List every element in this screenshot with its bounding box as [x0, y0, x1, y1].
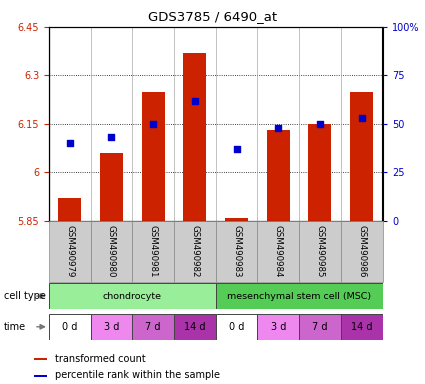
Text: 14 d: 14 d	[184, 322, 206, 332]
Bar	[132, 221, 174, 282]
Bar	[225, 218, 248, 221]
Text: 0 d: 0 d	[229, 322, 244, 332]
Bar	[258, 221, 299, 282]
Text: transformed count: transformed count	[55, 354, 146, 364]
Text: time: time	[4, 322, 26, 332]
Text: 7 d: 7 d	[145, 322, 161, 332]
Text: percentile rank within the sample: percentile rank within the sample	[55, 370, 220, 380]
Point	[233, 146, 240, 152]
Bar	[341, 314, 382, 340]
Bar	[132, 314, 174, 340]
Bar	[299, 221, 341, 282]
Text: 7 d: 7 d	[312, 322, 328, 332]
Text: GSM490979: GSM490979	[65, 225, 74, 278]
Bar	[58, 198, 81, 221]
Text: cell type: cell type	[4, 291, 46, 301]
Text: GSM490983: GSM490983	[232, 225, 241, 278]
Bar	[267, 130, 290, 221]
Bar	[49, 314, 91, 340]
Text: GSM490986: GSM490986	[357, 225, 366, 278]
Bar	[258, 314, 299, 340]
Text: 3 d: 3 d	[271, 322, 286, 332]
Bar	[183, 53, 206, 221]
Text: GSM490985: GSM490985	[315, 225, 324, 278]
Text: GSM490980: GSM490980	[107, 225, 116, 278]
Bar	[215, 221, 258, 282]
Point	[275, 125, 282, 131]
Bar	[91, 221, 132, 282]
Text: GSM490982: GSM490982	[190, 225, 199, 278]
Point	[108, 134, 115, 141]
Text: 3 d: 3 d	[104, 322, 119, 332]
Point	[150, 121, 156, 127]
Bar	[34, 375, 48, 377]
Bar	[49, 283, 215, 309]
Text: GDS3785 / 6490_at: GDS3785 / 6490_at	[148, 10, 277, 23]
Point	[191, 98, 198, 104]
Bar	[215, 283, 382, 309]
Bar	[215, 314, 258, 340]
Point	[66, 140, 73, 146]
Bar	[350, 91, 373, 221]
Text: 14 d: 14 d	[351, 322, 372, 332]
Text: GSM490984: GSM490984	[274, 225, 283, 278]
Point	[317, 121, 323, 127]
Bar	[174, 314, 215, 340]
Text: GSM490981: GSM490981	[149, 225, 158, 278]
Bar	[309, 124, 332, 221]
Bar	[174, 221, 215, 282]
Bar	[49, 221, 91, 282]
Text: chondrocyte: chondrocyte	[103, 291, 162, 301]
Point	[358, 115, 365, 121]
Bar	[142, 91, 164, 221]
Text: 0 d: 0 d	[62, 322, 77, 332]
Bar	[299, 314, 341, 340]
Bar	[341, 221, 382, 282]
Bar	[34, 358, 48, 360]
Text: mesenchymal stem cell (MSC): mesenchymal stem cell (MSC)	[227, 291, 371, 301]
Bar	[91, 314, 132, 340]
Bar	[100, 153, 123, 221]
